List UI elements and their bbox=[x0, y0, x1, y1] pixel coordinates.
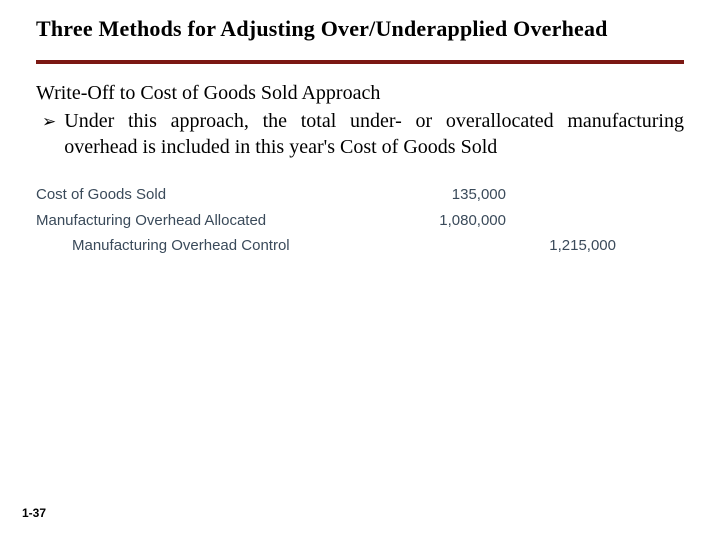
slide: Three Methods for Adjusting Over/Underap… bbox=[0, 0, 720, 540]
table-row: Manufacturing Overhead Control 1,215,000 bbox=[36, 233, 684, 259]
debit-amount: 135,000 bbox=[396, 182, 506, 208]
title-divider bbox=[36, 60, 684, 64]
account-name: Manufacturing Overhead Control bbox=[36, 233, 396, 259]
table-row: Cost of Goods Sold 135,000 bbox=[36, 182, 684, 208]
account-name: Cost of Goods Sold bbox=[36, 182, 396, 208]
arrow-bullet-icon: ➢ bbox=[42, 109, 56, 135]
bullet-text: Under this approach, the total under- or… bbox=[64, 109, 684, 160]
journal-entry-table: Cost of Goods Sold 135,000 Manufacturing… bbox=[36, 182, 684, 259]
table-row: Manufacturing Overhead Allocated 1,080,0… bbox=[36, 208, 684, 234]
account-name: Manufacturing Overhead Allocated bbox=[36, 208, 396, 234]
section-subtitle: Write-Off to Cost of Goods Sold Approach bbox=[36, 82, 684, 105]
debit-amount: 1,080,000 bbox=[396, 208, 506, 234]
page-number: 1-37 bbox=[22, 506, 46, 520]
credit-amount: 1,215,000 bbox=[506, 233, 616, 259]
bullet-item: ➢ Under this approach, the total under- … bbox=[36, 109, 684, 160]
slide-title: Three Methods for Adjusting Over/Underap… bbox=[36, 16, 684, 42]
